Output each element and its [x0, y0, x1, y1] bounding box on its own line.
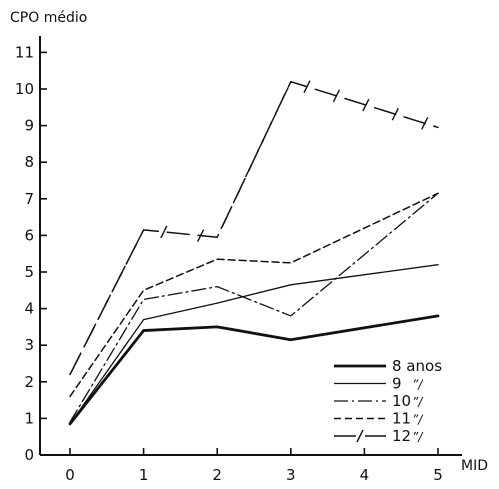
axes [39, 36, 462, 456]
x-tick-label: 2 [212, 466, 222, 484]
series-slash-mark [74, 352, 82, 365]
y-tick-label: 11 [15, 43, 34, 61]
series-line [68, 314, 440, 426]
y-tick-label: 9 [24, 117, 34, 135]
series-slash-mark [160, 225, 168, 239]
series-slash-mark [232, 190, 240, 204]
series-slash-mark [303, 80, 311, 94]
series-slash-mark [391, 107, 399, 121]
legend-ditto-mark: ”/ [412, 413, 424, 427]
series-slash-mark [118, 265, 126, 279]
series-slash-mark [244, 164, 253, 178]
series-slash-mark [220, 216, 228, 230]
legend-ditto-mark: ”/ [412, 378, 424, 392]
x-tick-label: 3 [286, 466, 296, 484]
series-line [69, 192, 439, 423]
legend-label: 12 [392, 427, 411, 445]
y-tick-label: 7 [24, 190, 34, 208]
y-tick-label: 1 [24, 409, 34, 427]
legend-label: 10 [392, 392, 411, 410]
legend-label: 8 anos [392, 357, 442, 375]
legend-label: 9 [392, 375, 402, 393]
series-line [69, 192, 439, 398]
x-tick-label: 5 [433, 466, 443, 484]
series-slash-mark [103, 294, 112, 308]
series-line [69, 264, 439, 425]
legend-slash-mark [356, 429, 364, 443]
legend-ditto-mark: ”/ [412, 430, 424, 444]
legend-label: 11 [392, 410, 411, 428]
series-slash-mark [89, 323, 97, 336]
x-tick-label: 1 [139, 466, 149, 484]
y-tick-label: 0 [24, 446, 34, 464]
y-tick-label: 5 [24, 263, 34, 281]
y-tick-label: 10 [15, 80, 34, 98]
series-slash-mark [257, 138, 265, 152]
x-axis-title: MID [461, 458, 488, 474]
y-tick-label: 3 [24, 336, 34, 354]
series-slash-mark [421, 116, 429, 130]
series-slash-mark [133, 236, 141, 250]
y-tick-label: 4 [24, 300, 34, 318]
legend-ditto-mark: ”/ [412, 395, 424, 409]
y-tick-label: 2 [24, 373, 34, 391]
series-lines [68, 80, 440, 426]
series-slash-mark [332, 89, 341, 103]
y-axis-title: CPO médio [10, 10, 87, 26]
x-tick-label: 0 [65, 466, 75, 484]
series-line [69, 80, 439, 376]
y-tick-label: 6 [24, 226, 34, 244]
x-tick-label: 4 [360, 466, 370, 484]
series-slash-mark [269, 112, 277, 126]
y-tick-label: 8 [24, 153, 34, 171]
series-slash-mark [362, 98, 370, 112]
series-slash-mark [197, 229, 205, 242]
series-slash-mark [281, 87, 289, 100]
